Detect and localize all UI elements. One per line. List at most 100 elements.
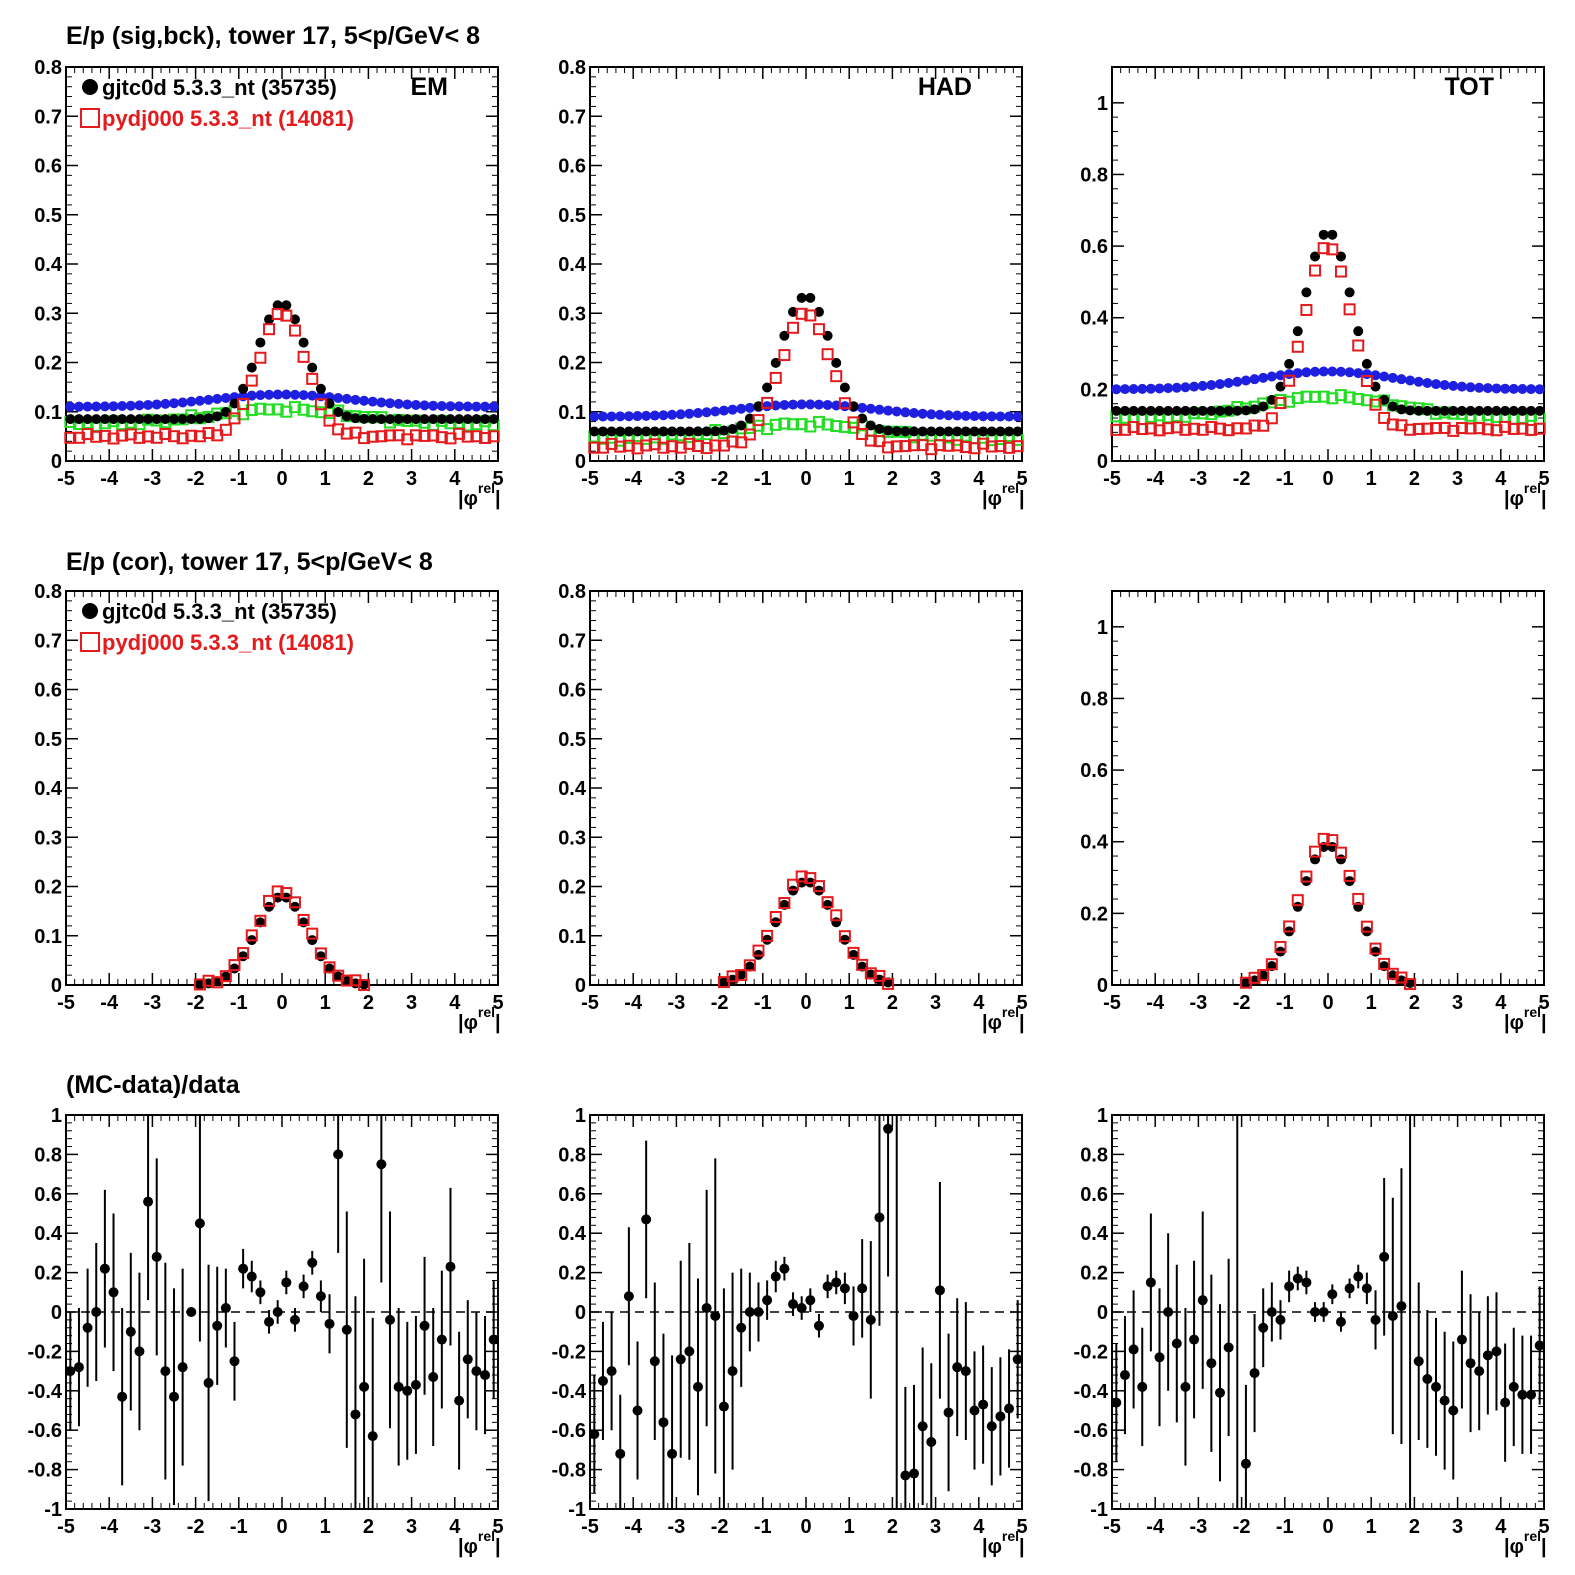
panel-had-r2: -5 -4 -3 -2 -1 0 1 2 3 4 5 -1 -0.8 -0.6 -0.4 -0.2 0 0.2 0.… <box>552 1105 1028 1558</box>
bck-mc-point <box>1343 391 1356 404</box>
bck-data-point <box>623 411 634 422</box>
bck-data-point <box>125 400 136 411</box>
mc-point <box>142 430 155 443</box>
ratio-point <box>1240 1458 1251 1469</box>
data-point <box>367 414 378 425</box>
bck-mc-point <box>271 403 284 416</box>
mc-point <box>1499 420 1512 433</box>
bck-data-point <box>865 403 876 414</box>
bck-data-point <box>1508 383 1519 394</box>
ratio-point <box>623 1291 634 1302</box>
bck-data-point <box>718 405 729 416</box>
y-tick-label: 0.8 <box>558 57 586 79</box>
ratio-point <box>1111 1397 1122 1408</box>
x-tick-label: -5 <box>1103 468 1121 490</box>
bck-mc-point <box>254 402 267 415</box>
x-tick-label: 2 <box>363 1516 374 1538</box>
ratio-point <box>813 1320 824 1331</box>
mc-point <box>1369 398 1382 411</box>
mc-point <box>726 435 739 448</box>
bck-data-point <box>143 399 154 410</box>
mc-point <box>64 431 77 444</box>
x-axis-label: |φrel| <box>1504 1004 1547 1034</box>
y-tick-label: 0.3 <box>34 827 62 849</box>
mc-point <box>890 440 903 453</box>
data-point <box>839 382 850 393</box>
x-tick-label: 2 <box>363 992 374 1014</box>
data-point <box>1353 326 1364 337</box>
mc-point <box>804 872 817 885</box>
mc-point <box>254 914 267 927</box>
ratio-point <box>1004 1403 1015 1414</box>
x-axis-label-main: |φ <box>982 488 1002 510</box>
mc-point <box>1516 422 1529 435</box>
ratio-point <box>471 1366 482 1377</box>
x-tick-label: -5 <box>1103 992 1121 1014</box>
bck-data-point <box>1353 368 1364 379</box>
x-tick-label: 2 <box>887 468 898 490</box>
mc-point <box>1239 422 1252 435</box>
data-point <box>1500 405 1511 416</box>
mc-point <box>228 412 241 425</box>
x-tick-label: 3 <box>406 992 417 1014</box>
x-axis-label-main: |φ <box>458 1012 478 1034</box>
mc-point <box>657 441 670 454</box>
ratio-point <box>1491 1346 1502 1357</box>
ratio-point <box>917 1421 928 1432</box>
data-point <box>805 292 816 303</box>
bck-data-point <box>1335 366 1346 377</box>
x-axis-label: |φrel| <box>458 1528 501 1558</box>
ratio-point <box>1422 1373 1433 1384</box>
y-tick-label: 0.8 <box>34 581 62 603</box>
data-point <box>649 426 660 437</box>
data-point <box>359 413 370 424</box>
data-point <box>978 426 989 437</box>
y-tick-label: -0.8 <box>1074 1460 1108 1482</box>
data-point <box>710 426 721 437</box>
data-point <box>1517 405 1528 416</box>
mc-point <box>479 431 492 444</box>
mc-point <box>1343 869 1356 882</box>
mc-point <box>237 397 250 410</box>
ratio-point <box>684 1346 695 1357</box>
bck-data-point <box>1232 376 1243 387</box>
ratio-point <box>419 1320 430 1331</box>
bck-data-point <box>194 395 205 406</box>
bck-data-point <box>934 409 945 420</box>
y-tick-label: 0.1 <box>34 402 62 424</box>
x-axis-label-sup: rel <box>478 1528 495 1544</box>
y-tick-label: 0 <box>575 1302 586 1324</box>
bck-data-point <box>1396 374 1407 385</box>
x-tick-label: -4 <box>1146 468 1165 490</box>
ratio-point <box>238 1263 249 1274</box>
bck-data-point <box>839 401 850 412</box>
y-tick-label: 1 <box>575 1105 586 1127</box>
x-axis-label-main: |φ <box>458 1536 478 1558</box>
bck-data-point <box>445 401 456 412</box>
x-tick-label: 3 <box>406 468 417 490</box>
panel-em-r0: -5 -4 -3 -2 -1 0 1 2 3 4 5 0 0.1 0.2 0.3 0.4 0.5 0.6 0.7 0.… <box>34 57 503 510</box>
bck-data-point <box>1405 375 1416 386</box>
mc-point <box>1360 374 1373 387</box>
y-tick-label: 0.5 <box>34 205 62 227</box>
panel-em-r1: -5 -4 -3 -2 -1 0 1 2 3 4 5 0 0.1 0.2 0.3 0.4 0.5 0.6 0.7 0.… <box>34 581 503 1034</box>
mc-point <box>1274 940 1287 953</box>
bck-data-point <box>1301 367 1312 378</box>
data-point <box>822 330 833 341</box>
mc-point <box>254 351 267 364</box>
x-tick-label: 3 <box>930 468 941 490</box>
y-tick-label: 0.4 <box>34 778 63 800</box>
ratio-point <box>376 1159 387 1170</box>
data-point <box>796 292 807 303</box>
mc-point <box>666 440 679 453</box>
x-tick-label: -2 <box>187 1516 205 1538</box>
x-axis-label: |φrel| <box>982 480 1025 510</box>
x-tick-label: -3 <box>144 992 162 1014</box>
bck-data-point <box>1171 382 1182 393</box>
ratio-point <box>995 1411 1006 1422</box>
mc-point <box>1317 242 1330 255</box>
y-tick-label: 0.2 <box>34 877 62 899</box>
bck-data-point <box>1284 369 1295 380</box>
data-point <box>1405 405 1416 416</box>
x-axis-label: |φrel| <box>1504 1528 1547 1558</box>
